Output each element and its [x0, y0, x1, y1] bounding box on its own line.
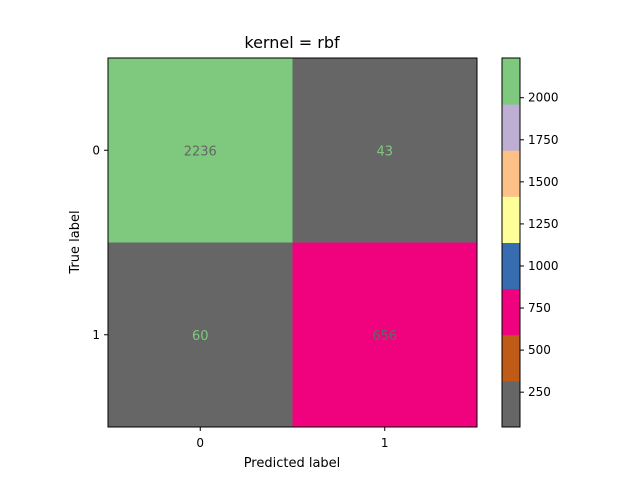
colorbar-tick-label-5: 1500 — [528, 175, 559, 189]
cell-value-label-1-0: 60 — [192, 329, 209, 344]
cell-value-label-0-0: 2236 — [184, 144, 217, 159]
colorbar-segment-5 — [502, 150, 520, 197]
cell-value-label-0-1: 43 — [376, 144, 393, 159]
heatmap-cell-1-0 — [108, 242, 293, 427]
plot-frame — [107, 57, 478, 428]
heatmap-cell-1-1 — [292, 242, 477, 427]
colorbar-segment-2 — [502, 288, 520, 336]
heatmap-cell-0-0 — [108, 58, 293, 243]
colorbar-segment-4 — [502, 196, 520, 243]
colorbar-tick-label-2: 750 — [528, 301, 551, 315]
cell-value-label-1-1: 656 — [372, 329, 397, 344]
y-tick-label-1: 1 — [92, 328, 100, 342]
heatmap-cells — [108, 58, 477, 427]
x-axis-label: Predicted label — [244, 456, 341, 471]
colorbar-tick-label-7: 2000 — [528, 91, 559, 105]
heatmap-cell-0-1 — [292, 58, 477, 243]
colorbar-tick-label-3: 1000 — [528, 259, 559, 273]
colorbar-frame — [501, 57, 521, 428]
heatmap-cell-labels: 2236 43 60 656 — [184, 144, 397, 344]
colorbar-segment-0 — [502, 380, 520, 428]
colorbar-tick-label-6: 1750 — [528, 133, 559, 147]
colorbar-segment-6 — [502, 104, 520, 151]
x-tick-label-1: 1 — [381, 436, 389, 450]
colorbar-segment-1 — [502, 334, 520, 382]
colorbar-tick-label-1: 500 — [528, 343, 551, 357]
chart-title: kernel = rbf — [244, 33, 340, 52]
colorbar-tick-label-4: 1250 — [528, 217, 559, 231]
x-tick-label-0: 0 — [196, 436, 204, 450]
y-axis-label: True label — [68, 210, 83, 274]
colorbar-ticks: 250 500 750 1000 1250 1500 1750 2000 — [520, 91, 559, 399]
colorbar-segment-7 — [502, 58, 520, 105]
colorbar-segment-3 — [502, 242, 520, 290]
y-axis-ticks: 01 — [92, 143, 108, 342]
y-tick-label-0: 0 — [92, 143, 100, 157]
colorbar — [502, 58, 520, 428]
colorbar-tick-label-0: 250 — [528, 385, 551, 399]
